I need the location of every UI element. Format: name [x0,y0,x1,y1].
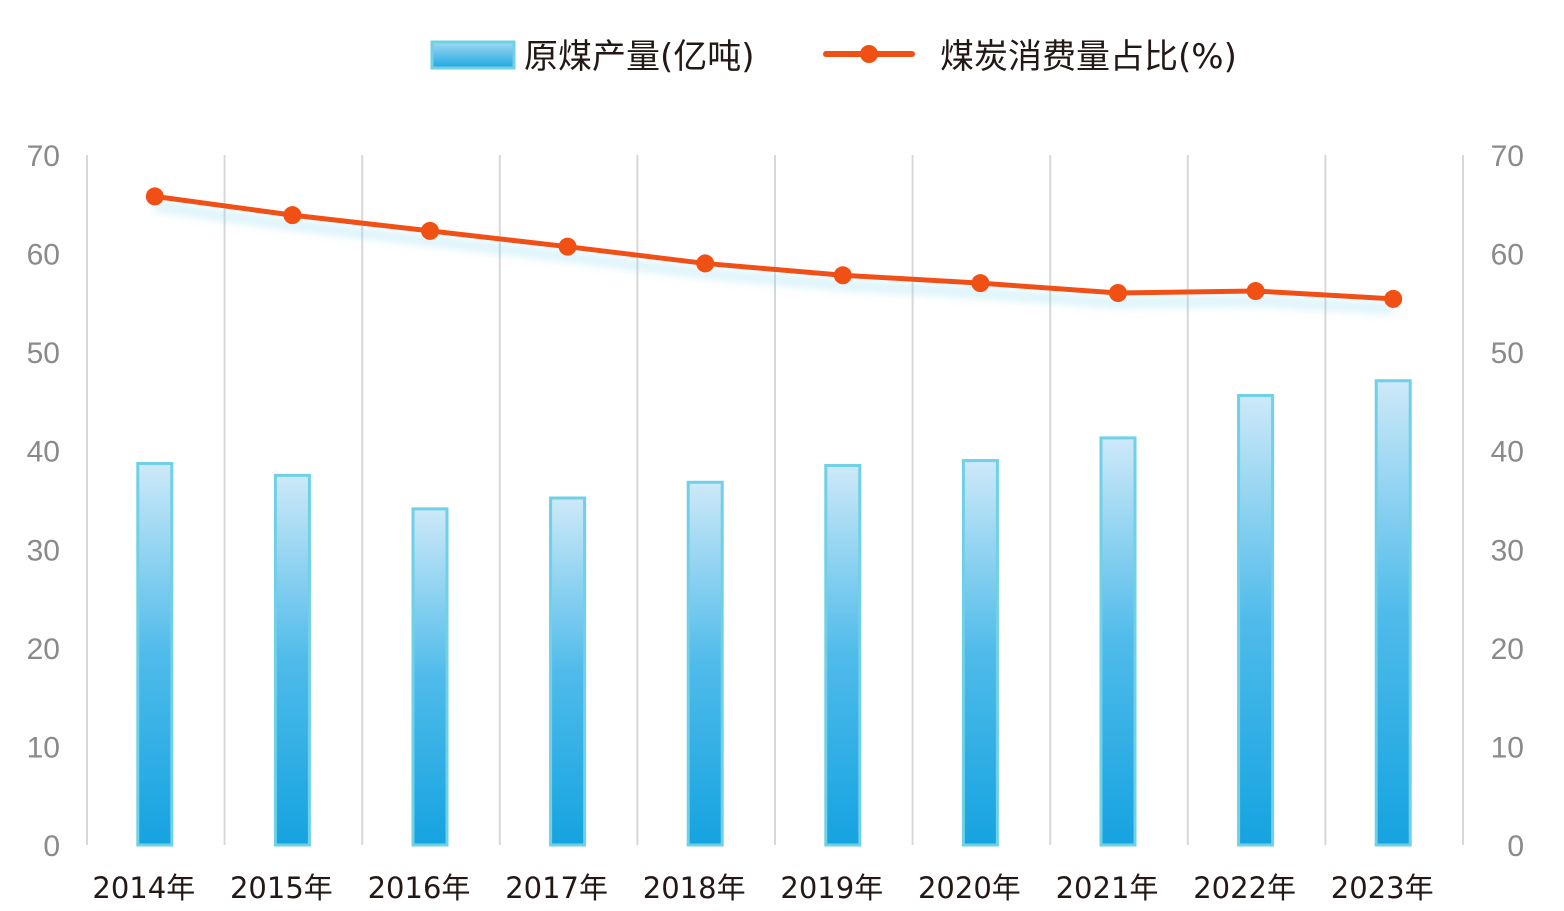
y-tick-label: 40 [27,436,60,469]
y2-tick-label: 10 [1491,731,1524,764]
y-tick-label: 0 [43,830,60,863]
line-point [1246,282,1265,301]
y-tick-label: 60 [27,239,60,272]
y2-tick-label: 0 [1507,830,1524,863]
y-tick-label: 70 [27,140,60,173]
line-point [971,274,990,293]
bar [136,462,174,847]
y-tick-label: 10 [27,731,60,764]
line-point [558,237,577,256]
legend-line-marker [860,45,878,63]
line-series [154,193,1394,302]
line-point [421,221,439,240]
x-tick-label: 2014年 [92,871,195,905]
x-tick-label: 2017年 [505,871,608,905]
y-tick-label: 20 [27,633,60,666]
y2-tick-label: 20 [1491,633,1524,666]
legend-line-label: 煤炭消费量占比(%) [940,37,1237,77]
line-point [696,254,715,273]
legend-bar-swatch [430,40,516,70]
bar [273,473,311,847]
line-point [1109,284,1127,302]
line-point [833,266,852,285]
y2-tick-label: 50 [1491,337,1524,370]
bar [1374,379,1412,847]
bar [824,464,862,847]
bar [549,496,587,847]
y-tick-label: 30 [27,534,60,567]
x-tick-label: 2021年 [1056,871,1159,905]
y-tick-label: 50 [27,337,60,370]
legend: 原煤产量(亿吨) 煤炭消费量占比(%) [430,37,1237,77]
line-point [145,187,164,206]
y2-tick-label: 30 [1491,534,1524,567]
x-tick-label: 2018年 [643,871,746,905]
bar [1099,436,1137,847]
x-tick-label: 2023年 [1331,871,1434,905]
line-point [1384,289,1403,308]
legend-bar-label: 原煤产量(亿吨) [524,37,755,77]
y2-tick-label: 60 [1491,239,1524,272]
x-tick-label: 2022年 [1193,871,1296,905]
bar [686,480,724,847]
bar [1237,394,1275,847]
y2-tick-label: 70 [1491,140,1524,173]
x-tick-label: 2016年 [368,871,471,905]
bar [961,459,999,847]
line-point [283,206,302,225]
bar [411,507,449,847]
x-tick-label: 2019年 [780,871,883,905]
x-tick-label: 2015年 [230,871,333,905]
x-tick-label: 2020年 [918,871,1021,905]
y2-tick-label: 40 [1491,436,1524,469]
